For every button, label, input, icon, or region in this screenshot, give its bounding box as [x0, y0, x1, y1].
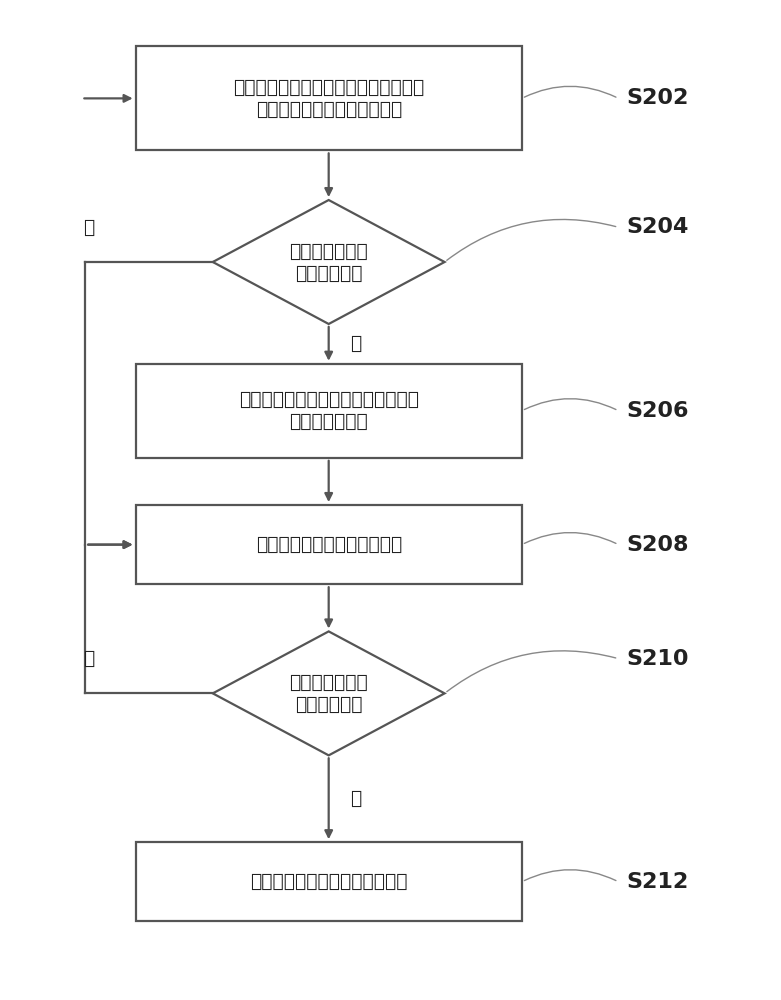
Polygon shape — [212, 631, 444, 755]
Bar — [136, 842, 522, 921]
Text: 是: 是 — [350, 789, 362, 808]
Text: 否: 否 — [84, 218, 95, 237]
Bar — [136, 505, 522, 584]
Text: 累计亮度调整后所经过的时间: 累计亮度调整后所经过的时间 — [255, 535, 401, 554]
Text: S212: S212 — [626, 872, 688, 892]
Text: 判断时间是否超
过第二预设值: 判断时间是否超 过第二预设值 — [289, 673, 368, 714]
Text: S204: S204 — [626, 217, 689, 237]
Bar — [136, 364, 522, 458]
Polygon shape — [212, 200, 444, 324]
Text: 检测位于触控屏幕前方的物件，并估测
此物件与触控屏幕之间的距离: 检测位于触控屏幕前方的物件，并估测 此物件与触控屏幕之间的距离 — [233, 78, 424, 119]
Text: 是: 是 — [350, 334, 362, 353]
Text: 回复触控屏幕的亮度至原始亮度: 回复触控屏幕的亮度至原始亮度 — [250, 872, 408, 891]
Text: 判断距离是否小
于第一预设值: 判断距离是否小 于第一预设值 — [289, 241, 368, 282]
Text: S206: S206 — [626, 401, 689, 421]
Text: 根据亮度分布曲线中的调光比率调整
触控屏幕的亮度: 根据亮度分布曲线中的调光比率调整 触控屏幕的亮度 — [239, 390, 419, 431]
Text: S208: S208 — [626, 535, 689, 555]
Text: 否: 否 — [84, 649, 95, 668]
Text: S210: S210 — [626, 649, 689, 669]
Bar — [136, 46, 522, 150]
Text: S202: S202 — [626, 88, 689, 108]
